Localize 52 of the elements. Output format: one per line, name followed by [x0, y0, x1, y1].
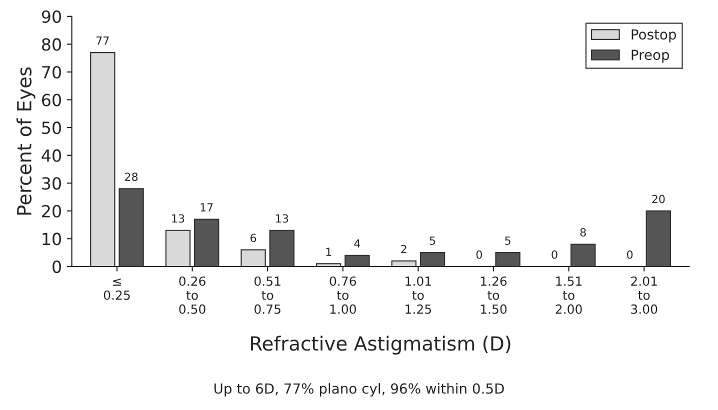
data-label: 2: [401, 244, 406, 254]
y-axis-title: Percent of Eyes: [16, 67, 36, 215]
data-label: 4: [354, 239, 360, 248]
x-tick-label: 2.01 to 3.00: [631, 276, 658, 314]
y-tick-label: 30: [42, 177, 61, 190]
data-label: 0: [476, 250, 482, 259]
data-label: 13: [172, 214, 184, 223]
data-label: 5: [430, 236, 436, 245]
text: Up to 6D, 77% plano cyl, 96% within 0.5D: [214, 383, 504, 396]
data-label: 77: [96, 36, 109, 45]
bar: [570, 244, 596, 266]
bar: [269, 230, 294, 266]
y-tick-label: 80: [42, 38, 61, 51]
bar: [344, 254, 370, 266]
bar: [165, 230, 191, 266]
x-tick-label: 1.01 to 1.25: [406, 276, 432, 314]
y-tick-label: 90: [42, 10, 61, 23]
x-tick-label: 0.76 to 1.00: [330, 276, 356, 314]
x-tick-label: ≤ 0.25: [104, 278, 130, 300]
bar: [240, 249, 266, 266]
data-label: 6: [250, 234, 256, 242]
y-tick-label: 50: [42, 122, 61, 134]
y-tick-label: 0: [52, 260, 61, 274]
data-label: 0: [552, 250, 558, 259]
data-label: 20: [652, 194, 665, 204]
y-tick-label: 40: [42, 149, 61, 162]
x-tick-label: 0.26 to 0.50: [179, 276, 206, 314]
data-label: 28: [125, 172, 138, 181]
bar: [118, 188, 144, 266]
bar: [391, 260, 416, 266]
data-label: 5: [505, 236, 510, 245]
legend-label: Postop: [632, 29, 676, 42]
bar: [90, 52, 116, 266]
x-axis-title: Refractive Astigmatism (D): [251, 336, 510, 355]
data-label: 8: [580, 228, 586, 237]
data-label: 0: [626, 250, 633, 259]
x-tick-label: 1.51 to 2.00: [556, 276, 582, 314]
data-label: 17: [200, 203, 213, 212]
x-tick-label: 1.26 to 1.50: [480, 276, 507, 314]
y-tick-label: 10: [42, 232, 61, 246]
x-tick-label: 0.51 to 0.75: [254, 276, 280, 314]
bar: [420, 252, 446, 266]
bar: [194, 218, 220, 266]
legend-label: Preop: [632, 50, 670, 63]
bar: [495, 252, 520, 266]
bar: [646, 210, 672, 266]
y-tick-label: 70: [42, 66, 61, 79]
y-tick-label: 60: [42, 94, 61, 106]
data-label: 13: [276, 214, 288, 223]
bar: [316, 263, 342, 266]
y-tick-label: 20: [42, 204, 61, 218]
data-label: 1: [326, 248, 332, 256]
